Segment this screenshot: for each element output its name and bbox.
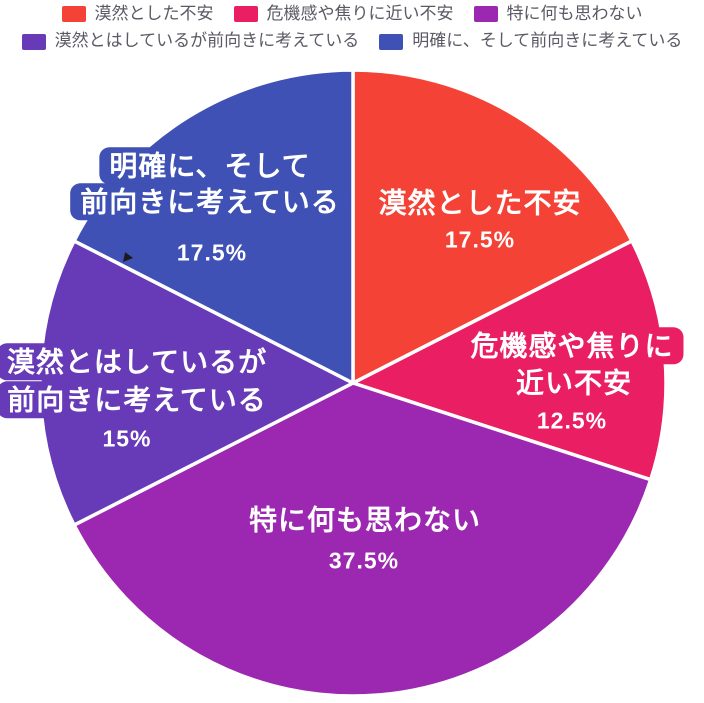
legend-label: 漠然とした不安 (94, 4, 214, 23)
chart-legend: 漠然とした不安 危機感や焦りに近い不安 特に何も思わない漠然とはしているが前向きに考… (0, 4, 704, 52)
pie-slice[interactable] (351, 68, 634, 385)
legend-label: 特に何も思わない (506, 4, 643, 23)
legend-item[interactable]: 漠然とした不安 (61, 4, 214, 24)
legend-swatch (61, 6, 86, 23)
legend-item[interactable]: 明確に、そして前向きに考えている (379, 31, 682, 51)
legend-label: 危機感や焦りに近い不安 (266, 4, 454, 23)
legend-item[interactable]: 漠然とはしているが前向きに考えている (21, 31, 360, 51)
legend-swatch (473, 6, 498, 23)
legend-item[interactable]: 特に何も思わない (473, 4, 643, 24)
legend-item[interactable]: 危機感や焦りに近い不安 (233, 4, 454, 24)
legend-swatch (379, 33, 404, 50)
legend-label: 明確に、そして前向きに考えている (412, 31, 683, 51)
legend-swatch (233, 6, 258, 23)
legend-row: 漠然とはしているが前向きに考えている 明確に、そして前向きに考えている (0, 31, 704, 51)
pie-slice[interactable] (72, 381, 653, 698)
legend-label: 漠然とはしているが前向きに考えている (54, 31, 360, 51)
legend-swatch (21, 33, 46, 50)
legend-row: 漠然とした不安 危機感や焦りに近い不安 特に何も思わない (0, 4, 704, 24)
